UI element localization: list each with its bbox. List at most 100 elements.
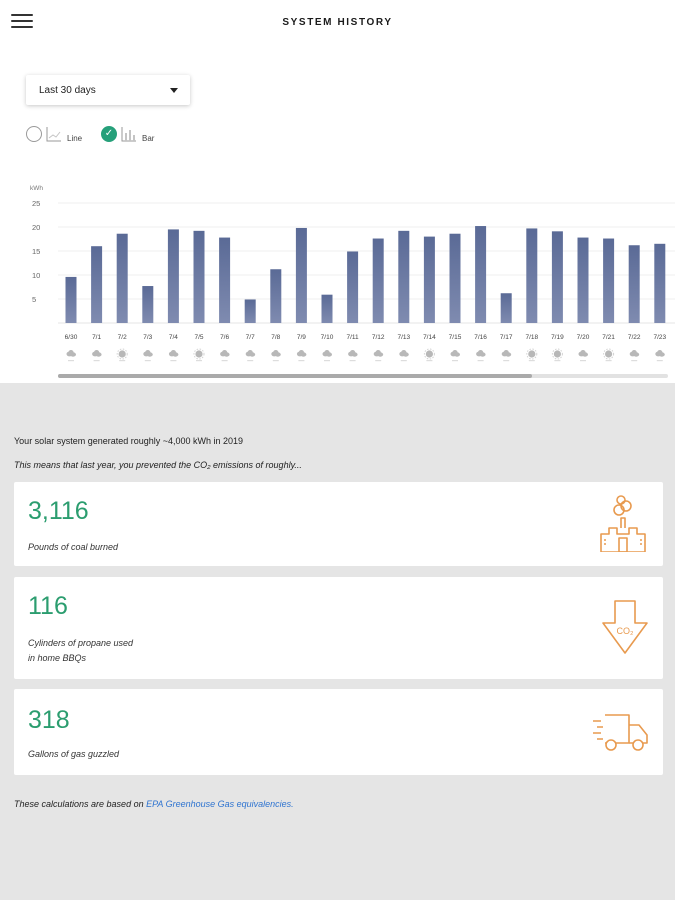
propane-desc-line2: in home BBQs xyxy=(28,653,87,663)
x-tick-label: 7/1 xyxy=(92,334,101,341)
x-tick-label: 7/17 xyxy=(500,334,513,341)
gas-value: 318 xyxy=(28,706,70,734)
sunny-weather-icon xyxy=(423,348,435,362)
impact-card-coal: 3,116 Pounds of coal burned xyxy=(14,482,663,566)
bar-7/2[interactable] xyxy=(116,233,128,323)
bar-7/3[interactable] xyxy=(142,286,154,323)
bar-7/14[interactable] xyxy=(423,236,435,323)
cloudy-weather-icon xyxy=(220,350,230,362)
cloudy-weather-icon xyxy=(66,350,76,362)
hamburger-menu-icon[interactable] xyxy=(11,14,33,30)
bar-7/18[interactable] xyxy=(526,228,538,323)
sunny-weather-icon xyxy=(603,348,615,362)
bar-7/21[interactable] xyxy=(603,238,615,323)
chart-panel: SYSTEM HISTORY Last 30 days Line ✓ Bar k… xyxy=(0,0,675,383)
footnote-prefix: These calculations are based on xyxy=(14,799,147,809)
sunny-weather-icon xyxy=(193,348,205,362)
x-tick-label: 7/4 xyxy=(169,334,178,341)
cloudy-weather-icon xyxy=(92,350,102,362)
bar-7/17[interactable] xyxy=(500,293,512,323)
x-tick-label: 7/2 xyxy=(118,334,127,341)
cloudy-weather-icon xyxy=(476,350,486,362)
cloudy-weather-icon xyxy=(143,350,153,362)
cloudy-weather-icon xyxy=(322,350,332,362)
x-tick-label: 7/19 xyxy=(551,334,564,341)
x-tick-label: 7/23 xyxy=(653,334,666,341)
x-tick-label: 7/3 xyxy=(143,334,152,341)
chart-scrollbar[interactable] xyxy=(58,374,668,378)
bar-7/22[interactable] xyxy=(628,245,640,323)
bar-view-toggle[interactable]: ✓ Bar xyxy=(101,124,154,144)
bar-7/20[interactable] xyxy=(577,237,589,323)
y-axis-unit: kWh xyxy=(30,185,43,192)
bar-label: Bar xyxy=(142,134,155,143)
x-tick-label: 7/13 xyxy=(397,334,410,341)
x-tick-label: 7/16 xyxy=(474,334,487,341)
y-tick-label: 5 xyxy=(32,295,36,304)
bar-7/4[interactable] xyxy=(167,229,179,323)
line-radio[interactable] xyxy=(26,126,42,142)
date-range-dropdown[interactable]: Last 30 days xyxy=(26,75,190,105)
y-tick-label: 20 xyxy=(32,223,40,232)
y-tick-label: 10 xyxy=(32,271,40,280)
co2-arrow-icon: CO₂ xyxy=(602,600,648,654)
bar-7/15[interactable] xyxy=(449,233,461,323)
bar-7/19[interactable] xyxy=(551,231,563,323)
bar-6/30[interactable] xyxy=(65,276,77,323)
bar-7/5[interactable] xyxy=(193,230,205,323)
bar-7/13[interactable] xyxy=(398,230,410,323)
y-tick-label: 25 xyxy=(32,199,40,208)
sunny-weather-icon xyxy=(551,348,563,362)
x-tick-label: 7/12 xyxy=(372,334,385,341)
bar-7/6[interactable] xyxy=(219,237,231,323)
x-tick-label: 7/8 xyxy=(271,334,280,341)
cloudy-weather-icon xyxy=(450,350,460,362)
bar-7/1[interactable] xyxy=(91,246,103,323)
chevron-down-icon xyxy=(170,87,178,93)
propane-desc-line1: Cylinders of propane used xyxy=(28,638,134,648)
bar-7/11[interactable] xyxy=(347,251,359,323)
bar-7/12[interactable] xyxy=(372,238,384,323)
bar-7/10[interactable] xyxy=(321,294,333,323)
bar-7/7[interactable] xyxy=(244,299,256,323)
line-label: Line xyxy=(67,134,83,143)
x-tick-label: 7/7 xyxy=(246,334,255,341)
page-title: SYSTEM HISTORY xyxy=(282,17,393,28)
bar-7/23[interactable] xyxy=(654,243,666,323)
cloudy-weather-icon xyxy=(271,350,281,362)
coal-plant-icon xyxy=(600,495,646,552)
coal-value: 3,116 xyxy=(28,497,89,525)
x-tick-label: 7/9 xyxy=(297,334,306,341)
bar-7/16[interactable] xyxy=(475,226,487,323)
cloudy-weather-icon xyxy=(629,350,640,362)
coal-desc: Pounds of coal burned xyxy=(28,542,119,552)
impact-card-propane: 116 Cylinders of propane used in home BB… xyxy=(14,577,663,679)
cloudy-weather-icon xyxy=(296,350,307,362)
x-tick-label: 7/10 xyxy=(321,334,334,341)
x-tick-label: 7/21 xyxy=(602,334,615,341)
x-tick-label: 7/22 xyxy=(628,334,641,341)
cloudy-weather-icon xyxy=(245,350,256,362)
date-range-value: Last 30 days xyxy=(39,84,96,96)
propane-value: 116 xyxy=(28,592,68,620)
scrollbar-thumb[interactable] xyxy=(58,374,532,378)
line-chart-icon xyxy=(46,127,61,142)
impact-card-gas: 318 Gallons of gas guzzled xyxy=(14,689,663,775)
energy-bar-chart: kWh 25 20 15 10 5 6/30 7/1 7/2 7/3 7/4 7/5 7/6 7/7 7/8… xyxy=(30,185,675,362)
svg-text:CO₂: CO₂ xyxy=(617,626,635,636)
moving-truck-icon xyxy=(593,714,648,751)
x-tick-label: 7/14 xyxy=(423,334,436,341)
bar-radio-checked[interactable]: ✓ xyxy=(101,126,117,142)
cloudy-weather-icon xyxy=(348,350,358,362)
y-tick-label: 15 xyxy=(32,247,40,256)
x-tick-label: 7/6 xyxy=(220,334,229,341)
sunny-weather-icon xyxy=(116,348,128,362)
bar-7/9[interactable] xyxy=(295,227,307,323)
line-view-toggle[interactable]: Line xyxy=(26,124,82,144)
epa-equivalencies-link[interactable]: EPA Greenhouse Gas equivalencies. xyxy=(146,799,294,809)
x-tick-label: 7/11 xyxy=(347,334,360,341)
sunny-weather-icon xyxy=(526,348,538,362)
emissions-intro: This means that last year, you prevented… xyxy=(14,460,302,470)
bar-7/8[interactable] xyxy=(270,269,282,323)
cloudy-weather-icon xyxy=(655,350,665,362)
